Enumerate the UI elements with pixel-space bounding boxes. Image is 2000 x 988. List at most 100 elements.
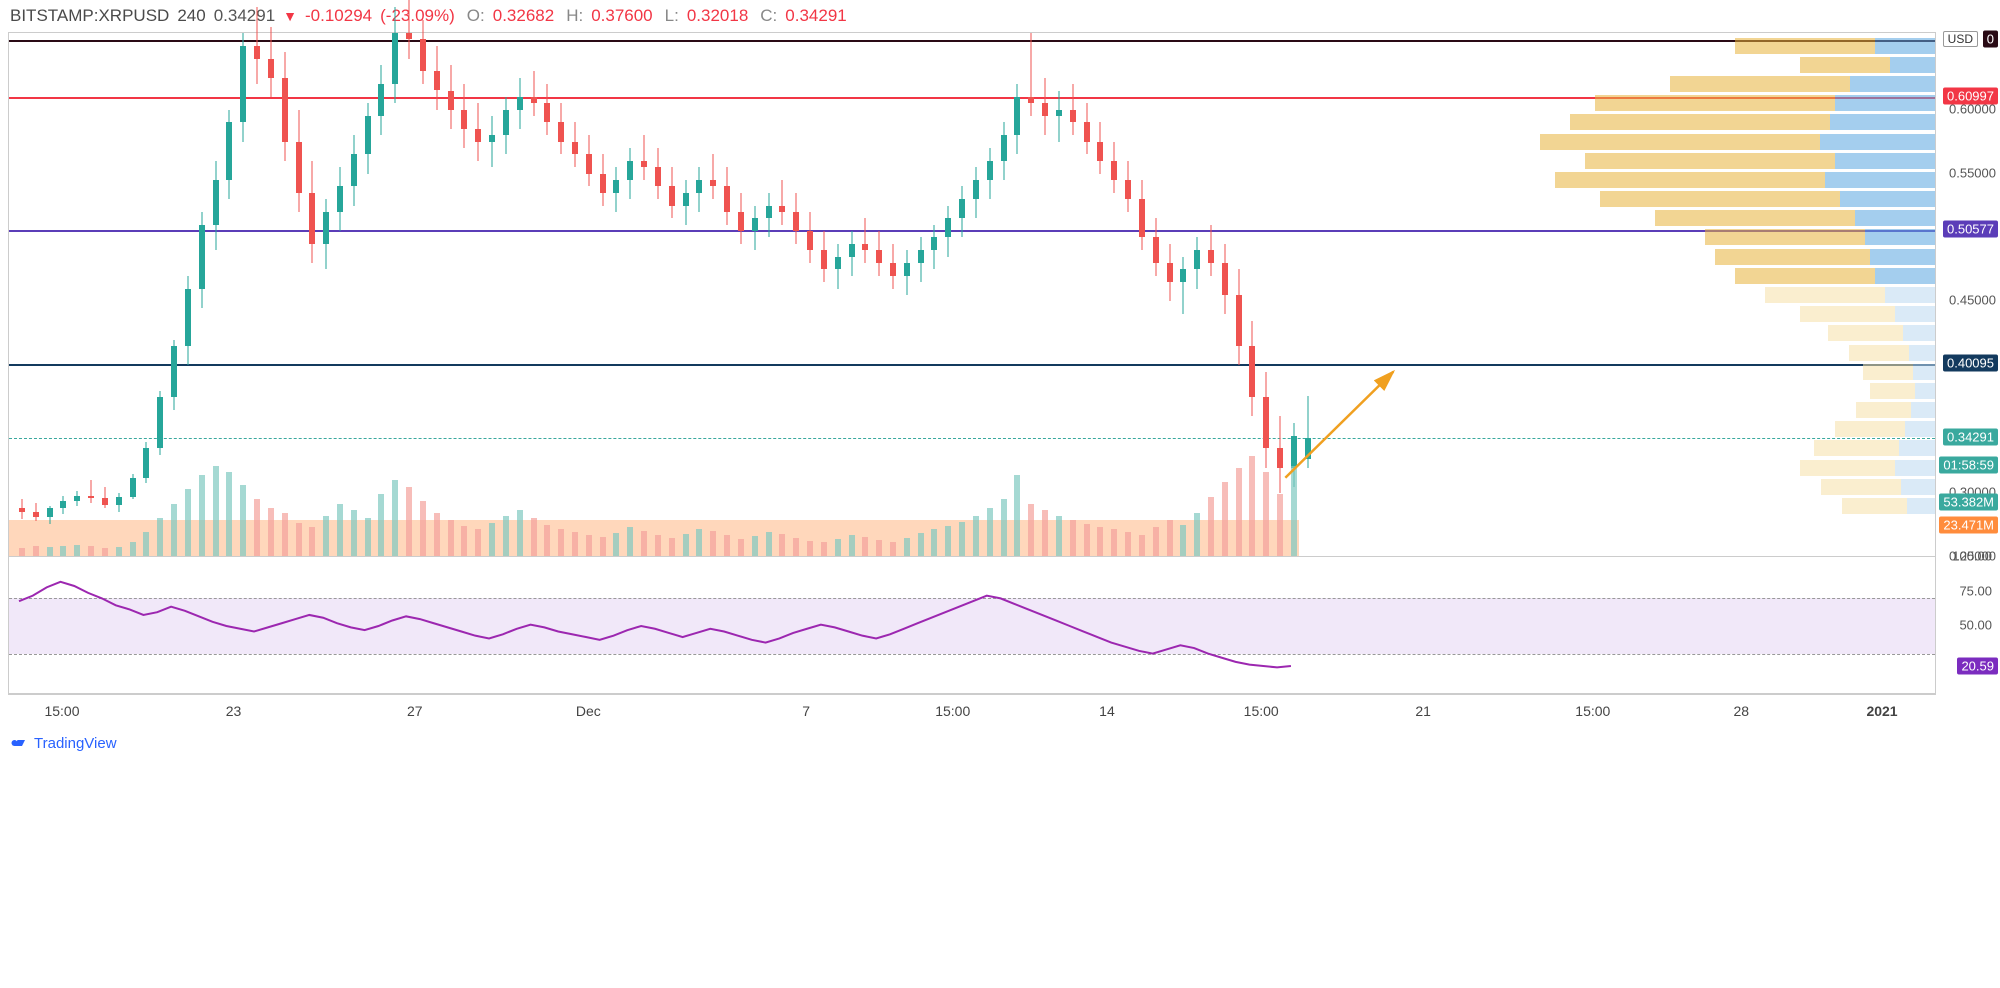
volume-bar: [213, 466, 219, 556]
volume-profile-bar-blue: [1909, 345, 1935, 361]
horizontal-line[interactable]: [9, 230, 1935, 232]
volume-profile-bar-yellow: [1555, 172, 1825, 188]
time-axis[interactable]: 15:002327Dec715:001415:002115:00282021: [8, 694, 1936, 734]
volume-bar: [517, 510, 523, 556]
volume-bar: [33, 546, 39, 556]
last-price: 0.34291: [214, 6, 275, 26]
rsi-tick: 75.00: [1959, 583, 1992, 598]
volume-bar: [282, 513, 288, 556]
current-price-line: [9, 438, 1935, 439]
time-tick: 21: [1415, 703, 1431, 719]
volume-bar: [1194, 513, 1200, 556]
volume-profile-bar-yellow: [1814, 440, 1899, 456]
volume-profile-bar-yellow: [1705, 229, 1865, 245]
volume-bar: [434, 513, 440, 556]
volume-bar: [1084, 524, 1090, 556]
rsi-chart-panel[interactable]: [8, 556, 1936, 694]
volume-bar: [199, 475, 205, 556]
volume-profile-bar-blue: [1835, 95, 1935, 111]
volume-profile-bar-blue: [1825, 172, 1935, 188]
volume-profile-bar-blue: [1840, 191, 1935, 207]
volume-bar: [793, 538, 799, 556]
ohlc-o: 0.32682: [493, 6, 554, 26]
price-axis[interactable]: 0.600000.550000.450000.300000.250000USD0…: [1936, 32, 2000, 556]
horizontal-line[interactable]: [9, 40, 1935, 42]
volume-profile-bar-yellow: [1800, 57, 1890, 73]
volume-profile-bar-yellow: [1765, 287, 1885, 303]
volume-bar: [47, 547, 53, 556]
currency-badge[interactable]: USD: [1943, 31, 1978, 47]
volume-bar: [669, 538, 675, 556]
volume-bar: [268, 508, 274, 556]
ohlc-l: 0.32018: [687, 6, 748, 26]
volume-bar: [392, 480, 398, 556]
ohlc-h: 0.37600: [591, 6, 652, 26]
interval-label: 240: [177, 6, 205, 26]
volume-profile-bar-blue: [1895, 306, 1935, 322]
volume-profile-bar-yellow: [1842, 498, 1907, 514]
rsi-line: [9, 557, 1937, 695]
volume-bar: [613, 533, 619, 556]
volume-profile-bar-yellow: [1735, 38, 1875, 54]
volume-profile-bar-yellow: [1715, 249, 1870, 265]
volume-bar: [102, 548, 108, 556]
volume-bar: [116, 547, 122, 556]
volume-bar: [1111, 529, 1117, 556]
ohlc-c-label: C:: [760, 6, 777, 26]
price-axis-label: 0.40095: [1943, 355, 1998, 372]
volume-bar: [1056, 516, 1062, 556]
volume-bar: [1291, 466, 1297, 556]
rsi-axis[interactable]: 100.0075.0050.0020.59: [1936, 556, 2000, 694]
volume-bar: [240, 485, 246, 556]
volume-bar: [406, 487, 412, 556]
volume-bar: [88, 546, 94, 556]
volume-bar: [185, 489, 191, 556]
horizontal-line[interactable]: [9, 364, 1935, 366]
price-axis-label: 0.34291: [1943, 429, 1998, 446]
volume-bar: [1153, 527, 1159, 556]
volume-profile-bar-blue: [1820, 134, 1935, 150]
volume-bar: [461, 526, 467, 556]
volume-bar: [558, 529, 564, 556]
volume-bar: [572, 532, 578, 556]
volume-bar: [987, 508, 993, 556]
price-axis-label: 0.60997: [1943, 87, 1998, 104]
volume-profile-bar-blue: [1870, 249, 1935, 265]
volume-bar: [1028, 504, 1034, 556]
volume-bar: [931, 529, 937, 556]
price-axis-label: 0.50577: [1943, 221, 1998, 238]
volume-bar: [544, 525, 550, 556]
volume-profile-bar-blue: [1875, 38, 1935, 54]
volume-profile-bar-yellow: [1835, 421, 1905, 437]
attribution-text: TradingView: [34, 735, 117, 752]
volume-bar: [448, 520, 454, 556]
volume-bar: [19, 548, 25, 556]
time-tick: 15:00: [1244, 703, 1279, 719]
rsi-tick: 50.00: [1959, 618, 1992, 633]
volume-bar: [890, 542, 896, 556]
volume-profile-bar-blue: [1890, 57, 1935, 73]
volume-profile-bar-yellow: [1800, 306, 1895, 322]
volume-bar: [1208, 497, 1214, 556]
volume-bar: [600, 537, 606, 556]
price-change: -0.10294: [305, 6, 372, 26]
volume-bar: [821, 542, 827, 556]
volume-bar: [710, 531, 716, 556]
price-chart-panel[interactable]: [8, 32, 1936, 556]
tradingview-attribution[interactable]: TradingView: [10, 734, 117, 752]
ohlc-c: 0.34291: [785, 6, 846, 26]
ohlc-o-label: O:: [467, 6, 485, 26]
price-change-pct: (-23.09%): [380, 6, 455, 26]
volume-bar: [738, 539, 744, 556]
volume-bar: [378, 494, 384, 556]
volume-bar: [351, 510, 357, 556]
volume-bar: [655, 535, 661, 556]
volume-bar: [586, 535, 592, 556]
volume-bar: [60, 546, 66, 556]
volume-bar: [904, 538, 910, 556]
chart-header: BITSTAMP:XRPUSD 240 0.34291 ▼ -0.10294 (…: [10, 6, 847, 26]
volume-bar: [835, 539, 841, 556]
volume-bar: [337, 504, 343, 556]
volume-profile-bar-yellow: [1856, 402, 1911, 418]
symbol-label[interactable]: BITSTAMP:XRPUSD: [10, 6, 169, 26]
